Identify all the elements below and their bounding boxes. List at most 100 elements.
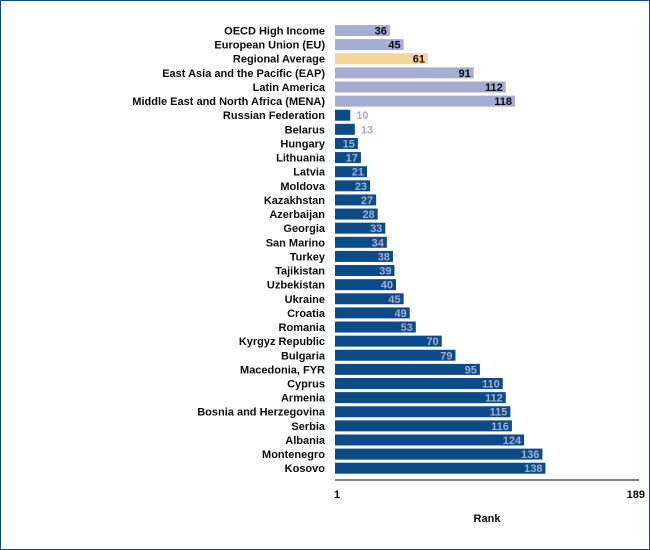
bar-azerbaijan: [335, 208, 378, 220]
category-label: Serbia: [291, 421, 326, 433]
category-label: Kazakhstan: [264, 195, 325, 207]
bar-kosovo: [335, 462, 546, 474]
bar-middle-east-and-north-africa-mena: [335, 95, 515, 107]
category-label: Bosnia and Herzegovina: [197, 407, 326, 419]
bar-east-asia-and-the-pacific-eap: [335, 67, 474, 79]
data-label: 110: [482, 379, 500, 391]
category-label: Tajikistan: [275, 266, 325, 278]
bar-cyprus: [335, 378, 503, 389]
bar-tajikistan: [335, 265, 395, 277]
data-label: 45: [388, 40, 400, 52]
category-label: Latvia: [293, 167, 326, 179]
category-label: Moldova: [280, 181, 325, 193]
category-label: Russian Federation: [223, 110, 325, 122]
data-label: 138: [524, 463, 542, 475]
bar-uzbekistan: [335, 279, 396, 291]
data-label: 40: [381, 280, 393, 292]
bar-moldova: [335, 180, 371, 192]
bar-hungary: [335, 137, 358, 149]
data-label: 116: [491, 421, 509, 433]
category-label: Turkey: [290, 251, 326, 263]
bar-bosnia-and-herzegovina: [335, 406, 511, 418]
category-label: Macedonia, FYR: [240, 364, 325, 376]
data-label: 34: [372, 237, 385, 249]
category-label: Middle East and North Africa (MENA): [132, 96, 325, 108]
data-label: 13: [361, 124, 373, 136]
data-label: 61: [413, 54, 425, 66]
bar-belarus: [335, 123, 355, 135]
bar-georgia: [335, 222, 386, 234]
category-label: Lithuania: [276, 153, 326, 165]
category-label: Croatia: [287, 308, 326, 320]
bar-kyrgyz-republic: [335, 335, 442, 347]
bar-albania: [335, 434, 525, 446]
category-label: Georgia: [283, 223, 325, 235]
data-label: 95: [465, 364, 477, 376]
data-label: 124: [503, 435, 522, 447]
category-label: Armenia: [281, 393, 326, 405]
bar-oecd-high-income: [335, 25, 390, 36]
data-label: 112: [485, 82, 503, 94]
bar-lithuania: [335, 152, 361, 164]
data-label: 45: [388, 294, 400, 306]
data-label: 36: [375, 26, 387, 38]
data-label: 115: [490, 407, 508, 419]
data-label: 91: [459, 68, 471, 80]
labels-layer: OECD High Income 36 European Union (EU) 45 R…: [132, 26, 542, 476]
data-label: 38: [378, 251, 390, 263]
category-label: San Marino: [266, 237, 326, 249]
category-label: Belarus: [285, 124, 325, 136]
x-tick-label: 1: [334, 489, 340, 501]
category-label: Montenegro: [262, 449, 325, 461]
category-label: European Union (EU): [214, 40, 325, 52]
bar-regional-average: [335, 53, 429, 65]
data-label: 21: [352, 167, 364, 179]
category-label: Kosovo: [285, 463, 326, 475]
category-label: Albania: [285, 435, 326, 447]
data-label: 79: [440, 350, 452, 362]
bar-kazakhstan: [335, 194, 377, 206]
data-label: 10: [356, 110, 368, 122]
bar-latvia: [335, 166, 368, 178]
data-label: 17: [346, 153, 358, 165]
data-label: 136: [521, 449, 539, 461]
data-label: 39: [379, 266, 391, 278]
bar-latin-america: [335, 81, 506, 93]
category-label: Ukraine: [285, 294, 325, 306]
bar-turkey: [335, 250, 393, 262]
category-label: Cyprus: [287, 379, 325, 391]
category-label: Hungary: [280, 138, 326, 150]
data-label: 49: [394, 308, 406, 320]
data-label: 53: [401, 322, 413, 334]
data-label: 28: [362, 209, 374, 221]
bar-croatia: [335, 307, 410, 319]
data-label: 33: [370, 223, 382, 235]
bar-romania: [335, 321, 416, 333]
category-label: Kyrgyz Republic: [239, 336, 325, 348]
category-label: Romania: [279, 322, 326, 334]
data-label: 118: [494, 96, 512, 108]
category-label: Bulgaria: [281, 350, 326, 362]
category-label: Azerbaijan: [269, 209, 325, 221]
x-tick-label: 189: [627, 489, 645, 501]
x-axis-title: Rank: [474, 513, 502, 525]
data-label: 23: [355, 181, 367, 193]
category-label: OECD High Income: [224, 26, 325, 38]
category-label: Regional Average: [233, 54, 325, 66]
data-label: 70: [427, 336, 439, 348]
category-label: Uzbekistan: [267, 280, 325, 292]
bar-ukraine: [335, 293, 404, 305]
bar-montenegro: [335, 448, 543, 460]
bar-san-marino: [335, 236, 387, 248]
bar-russian-federation: [335, 109, 351, 121]
data-label: 15: [343, 138, 355, 150]
bar-serbia: [335, 420, 512, 432]
data-label: 112: [485, 393, 503, 405]
bar-armenia: [335, 392, 506, 404]
bar-macedonia-fyr: [335, 363, 480, 375]
bars-layer: [335, 25, 546, 474]
bar-bulgaria: [335, 349, 456, 361]
category-label: East Asia and the Pacific (EAP): [162, 68, 325, 80]
